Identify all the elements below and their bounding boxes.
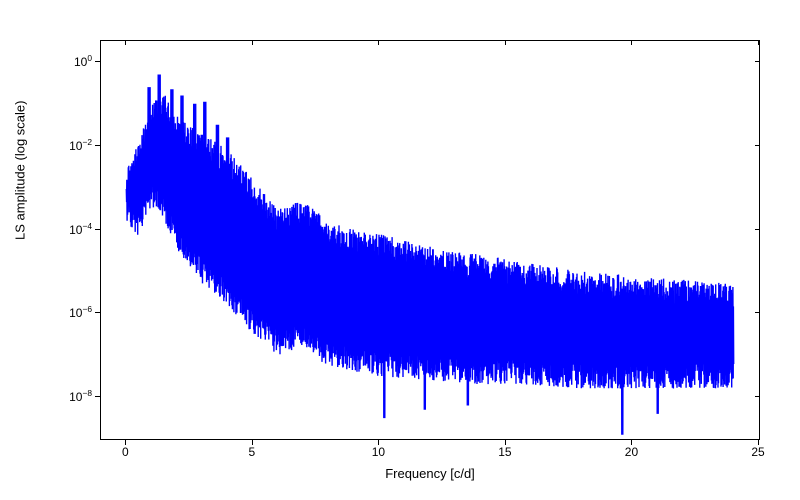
x-tick-label: 10 [372,445,385,459]
x-tick-label: 20 [625,445,638,459]
x-axis-label: Frequency [c/d] [100,466,760,481]
figure: LS amplitude (log scale) Frequency [c/d]… [0,0,800,500]
y-tick-label: 100 [42,53,92,69]
x-tick-label: 0 [122,445,129,459]
spectrum-line [101,41,759,439]
x-tick-label: 5 [249,445,256,459]
x-tick-label: 25 [751,445,764,459]
y-tick-label: 10−2 [42,137,92,153]
plot-area [100,40,760,440]
x-tick-label: 15 [498,445,511,459]
y-tick-label: 10−8 [42,388,92,404]
y-axis-label: LS amplitude (log scale) [13,101,28,240]
y-tick-label: 10−6 [42,304,92,320]
y-tick-label: 10−4 [42,221,92,237]
